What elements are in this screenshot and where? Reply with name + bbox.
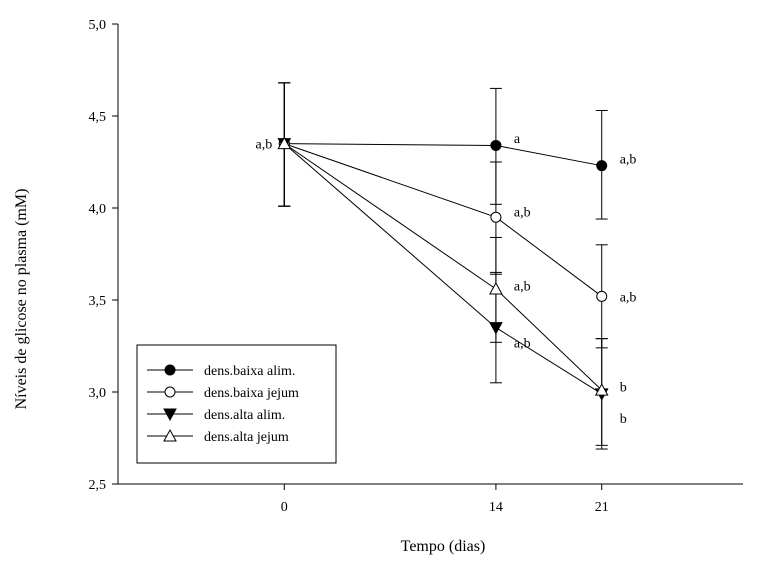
series-line-2 xyxy=(284,143,603,297)
x-axis-title: Tempo (dias) xyxy=(401,538,486,555)
x-tick-label: 14 xyxy=(489,500,503,515)
y-tick-label: 5,0 xyxy=(89,18,107,33)
significance-label: b xyxy=(620,412,627,427)
y-axis-title: Níveis de glicose no plasma (mM) xyxy=(13,189,30,410)
significance-label: a xyxy=(514,132,521,147)
data-point xyxy=(277,136,292,150)
series-line-1 xyxy=(284,143,602,167)
data-point xyxy=(490,211,502,223)
legend-box xyxy=(136,344,337,464)
legend-label: dens.baixa jejum xyxy=(204,386,299,401)
significance-label: a,b xyxy=(514,279,531,294)
legend-label: dens.alta alim. xyxy=(204,408,285,423)
data-point xyxy=(489,322,503,335)
data-point xyxy=(489,281,503,295)
significance-label: a,b xyxy=(514,336,531,351)
axes xyxy=(117,24,743,485)
legend-label: dens.alta jejum xyxy=(204,430,289,445)
x-tick-label: 0 xyxy=(281,500,288,515)
y-tick-label: 2,5 xyxy=(89,478,107,493)
legend-marker xyxy=(164,386,176,398)
x-tick-label: 21 xyxy=(595,500,609,515)
data-point xyxy=(596,160,608,172)
y-tick-label: 3,0 xyxy=(89,386,107,401)
annotations: a,b a a,b a,b a,b a,b a,b b b xyxy=(256,132,637,427)
significance-label: a,b xyxy=(620,152,637,167)
legend: dens.baixa alim. dens.baixa jejum dens.alt… xyxy=(136,344,337,464)
y-tick-label: 4,5 xyxy=(89,110,107,125)
significance-label: b xyxy=(620,380,627,395)
legend-label: dens.baixa alim. xyxy=(204,364,295,379)
significance-label: a,b xyxy=(514,206,531,221)
data-point xyxy=(596,290,608,302)
data-point xyxy=(594,383,609,396)
legend-marker xyxy=(164,364,176,376)
ticks: 2,5 3,0 3,5 4,0 4,5 5,0 0 14 21 xyxy=(89,18,609,515)
legend-marker xyxy=(163,428,177,442)
data-point xyxy=(490,139,502,151)
significance-label: a,b xyxy=(256,138,273,153)
significance-label: a,b xyxy=(620,290,637,305)
y-tick-label: 4,0 xyxy=(89,202,107,217)
series-markers xyxy=(277,136,609,401)
legend-marker xyxy=(163,408,177,422)
y-tick-label: 3,5 xyxy=(89,294,107,309)
